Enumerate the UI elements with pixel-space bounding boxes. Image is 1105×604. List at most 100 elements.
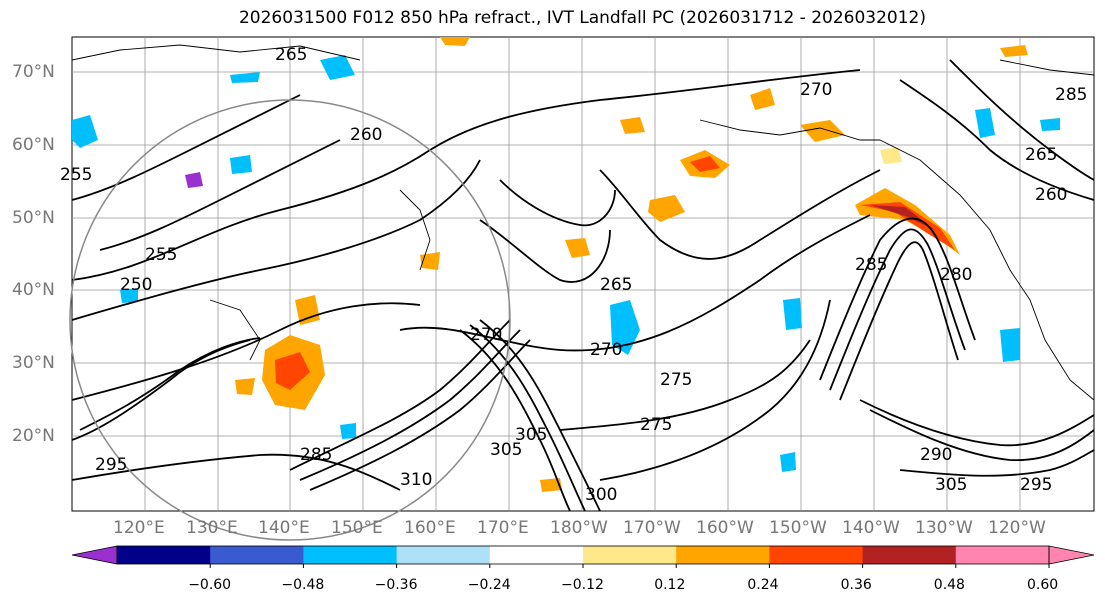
colorbar-segment <box>117 546 211 564</box>
contour-label: 285 <box>1055 85 1087 105</box>
colorbar-segment <box>676 546 770 564</box>
shade-patch <box>610 300 640 355</box>
refractivity-contours <box>71 59 1095 512</box>
shade-patch <box>1000 328 1020 362</box>
contour-label: 255 <box>145 245 177 265</box>
shade-patch <box>72 115 98 148</box>
chart-title: 2026031500 F012 850 hPa refract., IVT La… <box>238 8 926 28</box>
shade-patch <box>780 452 796 472</box>
colorbar-extend-low <box>71 545 118 565</box>
colorbar-segment <box>396 546 491 564</box>
shade-patch <box>120 288 138 303</box>
colorbar-tick-label: 0.48 <box>933 577 965 593</box>
shade-patch <box>1000 45 1028 57</box>
latitude-label: 20°N <box>12 426 55 446</box>
shade-patch <box>440 37 470 46</box>
longitude-label: 150°E <box>331 518 383 538</box>
colorbar <box>71 545 1095 568</box>
colorbar-extend-high <box>1048 545 1095 565</box>
contour-label: 275 <box>660 370 692 390</box>
contour-label: 305 <box>515 425 547 445</box>
contour-label: 265 <box>275 45 307 65</box>
shade-patch <box>565 238 590 258</box>
colorbar-tick-label: 0.60 <box>1027 577 1059 593</box>
contour-label: 270 <box>590 340 622 360</box>
longitude-label: 120°W <box>988 518 1046 538</box>
latitude-label: 30°N <box>12 353 55 373</box>
contour-label: 260 <box>350 125 382 145</box>
contour-label: 260 <box>1035 185 1067 205</box>
colorbar-segment <box>862 546 957 564</box>
shade-patch <box>690 156 720 172</box>
shade-patch <box>540 478 562 492</box>
longitude-label: 160°W <box>696 518 754 538</box>
colorbar-segment <box>489 546 584 564</box>
refractivity-shading <box>72 37 1060 492</box>
contour-label: 305 <box>935 475 967 495</box>
longitude-label: 140°W <box>842 518 900 538</box>
shade-patch <box>185 172 203 188</box>
contour-label: 270 <box>800 80 832 100</box>
contour-label: 270 <box>470 325 502 345</box>
colorbar-tick-label: −0.24 <box>467 577 511 593</box>
latitude-label: 50°N <box>12 208 55 228</box>
shade-patch <box>800 120 845 142</box>
longitude-label: 170°W <box>623 518 681 538</box>
longitude-label: 120°E <box>113 518 165 538</box>
contour-label: 275 <box>640 415 672 435</box>
reference-circle <box>69 99 511 541</box>
colorbar-segment <box>955 546 1050 564</box>
longitude-label: 170°E <box>477 518 529 538</box>
shade-patch <box>295 295 320 325</box>
longitude-label: 130°E <box>186 518 238 538</box>
contour-label: 250 <box>120 275 152 295</box>
shade-patch <box>275 352 310 390</box>
shade-patch <box>230 72 260 83</box>
shade-patch <box>340 423 356 439</box>
shade-patch <box>783 298 802 330</box>
colorbar-segment <box>210 546 304 564</box>
shade-patch <box>230 155 252 174</box>
shade-patch <box>1040 118 1060 131</box>
colorbar-segment <box>583 546 677 564</box>
colorbar-tick-label: 0.12 <box>654 577 686 593</box>
shade-patch <box>420 252 440 270</box>
contour-label: 300 <box>585 485 617 505</box>
contour-label: 265 <box>1025 145 1057 165</box>
longitude-label: 140°E <box>258 518 310 538</box>
latitude-label: 40°N <box>12 280 55 300</box>
contour-label: 295 <box>1020 475 1052 495</box>
longitude-label: 150°W <box>769 518 827 538</box>
contour-label: 285 <box>300 445 332 465</box>
colorbar-segment <box>769 546 864 564</box>
latitude-label: 70°N <box>12 62 55 82</box>
shade-patch <box>320 55 355 80</box>
shade-patch <box>870 205 935 230</box>
shade-patch <box>880 147 902 164</box>
latitude-label: 60°N <box>12 135 55 155</box>
shade-patch <box>975 108 995 138</box>
coastlines <box>71 44 1095 401</box>
contour-label: 295 <box>95 455 127 475</box>
colorbar-tick-label: 0.24 <box>747 577 779 593</box>
contour-label: 285 <box>855 255 887 275</box>
colorbar-tick-label: −0.12 <box>561 577 604 593</box>
contour-label-layer: 265 270 265 260 255 265 270 270 260 255 250 275 285 2… <box>60 45 1087 505</box>
shade-patch <box>235 378 255 395</box>
shade-patch <box>648 195 685 222</box>
longitude-label: 160°E <box>404 518 456 538</box>
contour-label: 290 <box>920 445 952 465</box>
longitude-label: 130°W <box>915 518 973 538</box>
contour-label: 265 <box>600 275 632 295</box>
colorbar-tick-label: 0.36 <box>840 577 872 593</box>
contour-label: 310 <box>400 470 432 490</box>
longitude-label: 180°W <box>550 518 608 538</box>
contour-label: 280 <box>940 265 972 285</box>
contour-label: 255 <box>60 165 92 185</box>
colorbar-segment <box>303 546 398 564</box>
contour-label: 305 <box>490 440 522 460</box>
colorbar-tick-label: −0.36 <box>374 577 418 593</box>
shade-patch <box>620 117 645 134</box>
colorbar-tick-label: −0.48 <box>281 577 325 593</box>
